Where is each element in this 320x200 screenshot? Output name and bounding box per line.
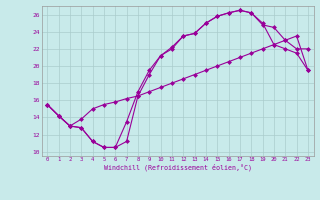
X-axis label: Windchill (Refroidissement éolien,°C): Windchill (Refroidissement éolien,°C) (104, 164, 252, 171)
